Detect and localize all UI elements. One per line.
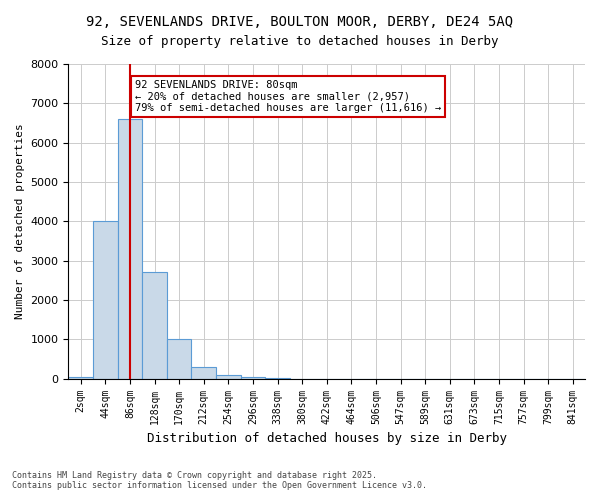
Bar <box>118 119 142 378</box>
Bar <box>167 340 191 378</box>
Bar <box>93 222 118 378</box>
Bar <box>68 376 93 378</box>
Text: Size of property relative to detached houses in Derby: Size of property relative to detached ho… <box>101 35 499 48</box>
Bar <box>241 376 265 378</box>
Text: 92, SEVENLANDS DRIVE, BOULTON MOOR, DERBY, DE24 5AQ: 92, SEVENLANDS DRIVE, BOULTON MOOR, DERB… <box>86 15 514 29</box>
X-axis label: Distribution of detached houses by size in Derby: Distribution of detached houses by size … <box>147 432 507 445</box>
Y-axis label: Number of detached properties: Number of detached properties <box>15 124 25 319</box>
Bar <box>191 367 216 378</box>
Bar <box>216 375 241 378</box>
Text: Contains HM Land Registry data © Crown copyright and database right 2025.
Contai: Contains HM Land Registry data © Crown c… <box>12 470 427 490</box>
Text: 92 SEVENLANDS DRIVE: 80sqm
← 20% of detached houses are smaller (2,957)
79% of s: 92 SEVENLANDS DRIVE: 80sqm ← 20% of deta… <box>135 80 441 113</box>
Bar <box>142 272 167 378</box>
